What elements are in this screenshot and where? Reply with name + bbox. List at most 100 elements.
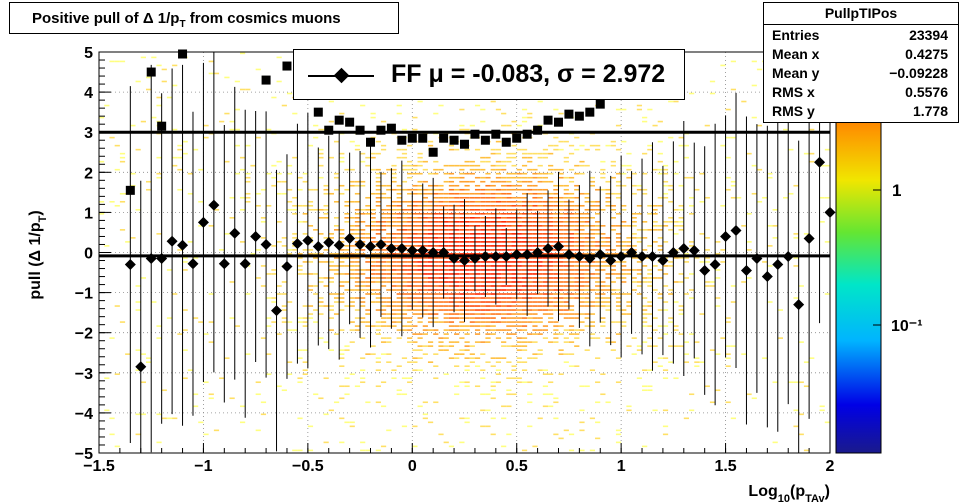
heatmap-cell xyxy=(146,88,152,91)
heatmap-cell xyxy=(375,301,381,303)
heatmap-cell xyxy=(579,289,585,291)
heatmap-cell xyxy=(647,144,653,147)
heatmap-cell xyxy=(568,249,575,251)
heatmap-cell xyxy=(542,393,549,396)
sigma-point xyxy=(585,107,595,117)
heatmap-cell xyxy=(412,213,418,215)
heatmap-cell xyxy=(454,365,460,367)
heatmap-cell xyxy=(239,156,246,159)
heatmap-cell xyxy=(574,204,580,207)
heatmap-cell xyxy=(511,164,517,167)
heatmap-cell xyxy=(386,221,392,223)
heatmap-cell xyxy=(574,217,580,219)
heatmap-cell xyxy=(516,285,522,287)
heatmap-cell xyxy=(480,293,486,295)
heatmap-cell xyxy=(370,241,376,243)
heatmap-cell xyxy=(354,273,361,275)
heatmap-cell xyxy=(521,369,528,371)
heatmap-cell xyxy=(480,341,486,343)
heatmap-cell xyxy=(407,297,413,299)
heatmap-cell xyxy=(443,233,449,235)
heatmap-cell xyxy=(396,305,402,307)
heatmap-cell xyxy=(266,128,272,131)
heatmap-cell xyxy=(521,172,528,175)
heatmap-cell xyxy=(767,301,773,303)
heatmap-cell xyxy=(595,233,601,235)
heatmap-cell xyxy=(354,257,361,259)
heatmap-cell xyxy=(527,269,533,271)
heatmap-cell xyxy=(720,144,726,147)
heatmap-cell xyxy=(657,172,663,175)
heatmap-cell xyxy=(307,249,314,251)
heatmap-cell xyxy=(433,285,439,287)
heatmap-cell xyxy=(454,297,460,299)
heatmap-cell xyxy=(380,192,387,195)
heatmap-cell xyxy=(490,417,496,420)
heatmap-cell xyxy=(401,425,408,428)
heatmap-cell xyxy=(380,253,387,255)
heatmap-cell xyxy=(495,196,502,199)
heatmap-cell xyxy=(527,112,533,115)
heatmap-cell xyxy=(553,293,559,295)
heatmap-cell xyxy=(208,225,214,227)
heatmap-cell xyxy=(276,333,282,335)
heatmap-cell xyxy=(694,341,700,343)
heatmap-cell xyxy=(391,369,397,371)
heatmap-cell xyxy=(631,245,637,247)
heatmap-cell xyxy=(370,265,376,267)
heatmap-cell xyxy=(427,313,434,315)
heatmap-cell xyxy=(459,237,465,239)
heatmap-cell xyxy=(407,172,413,175)
heatmap-cell xyxy=(229,128,235,131)
heatmap-cell xyxy=(464,381,470,384)
heatmap-cell xyxy=(354,281,361,283)
heatmap-cell xyxy=(563,309,569,311)
heatmap-cell xyxy=(281,192,287,195)
heatmap-cell xyxy=(401,128,408,131)
heatmap-cell xyxy=(678,184,684,187)
heatmap-cell xyxy=(495,249,502,251)
heatmap-cell xyxy=(568,229,575,231)
heatmap-cell xyxy=(380,353,387,355)
heatmap-cell xyxy=(537,297,543,299)
heatmap-cell xyxy=(574,184,580,187)
heatmap-cell xyxy=(495,329,502,331)
heatmap-cell xyxy=(673,257,679,259)
mean-point xyxy=(678,242,690,254)
heatmap-cell xyxy=(370,168,376,171)
heatmap-cell xyxy=(313,273,319,275)
heatmap-cell xyxy=(532,245,538,247)
heatmap-cell xyxy=(532,293,538,295)
heatmap-cell xyxy=(605,309,611,311)
heatmap-cell xyxy=(464,245,470,247)
mean-point xyxy=(720,230,732,242)
heatmap-cell xyxy=(480,409,486,412)
heatmap-cell xyxy=(339,233,345,235)
heatmap-cell xyxy=(396,393,402,396)
heatmap-cell xyxy=(239,88,246,91)
sigma-point xyxy=(439,133,449,143)
heatmap-cell xyxy=(501,176,507,179)
heatmap-cell xyxy=(584,213,590,215)
heatmap-cell xyxy=(401,317,408,319)
heatmap-cell xyxy=(375,329,381,331)
heatmap-cell xyxy=(542,305,549,307)
heatmap-cell xyxy=(532,184,538,187)
heatmap-cell xyxy=(558,273,564,275)
heatmap-cell xyxy=(521,277,528,279)
heatmap-cell xyxy=(443,229,449,231)
heatmap-cell xyxy=(511,120,517,123)
heatmap-cell xyxy=(401,180,408,183)
heatmap-cell xyxy=(516,172,522,175)
heatmap-cell xyxy=(490,249,496,251)
heatmap-cell xyxy=(636,345,643,347)
heatmap-cell xyxy=(511,277,517,279)
heatmap-cell xyxy=(626,273,632,275)
heatmap-cell xyxy=(375,249,381,251)
heatmap-cell xyxy=(370,269,376,271)
heatmap-cell xyxy=(527,152,533,155)
heatmap-cell xyxy=(172,293,178,295)
heatmap-cell xyxy=(511,245,517,247)
heatmap-cell xyxy=(360,152,366,155)
heatmap-cell xyxy=(490,293,496,295)
